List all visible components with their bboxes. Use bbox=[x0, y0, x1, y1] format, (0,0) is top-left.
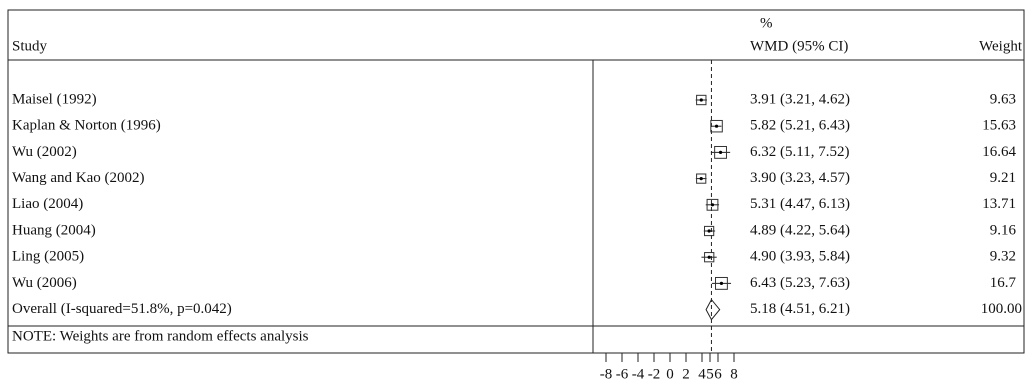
weight-box bbox=[704, 225, 715, 237]
overall-diamond bbox=[705, 298, 721, 321]
overall-name: Overall (I-squared=51.8%, p=0.042) bbox=[12, 301, 232, 317]
weight-box bbox=[696, 94, 707, 106]
weight-label: 9.32 bbox=[990, 249, 1016, 265]
study-name: Wang and Kao (2002) bbox=[12, 170, 145, 186]
x-tick-label: -2 bbox=[648, 366, 661, 382]
point-estimate bbox=[714, 124, 719, 128]
weight-label: 13.71 bbox=[982, 196, 1016, 212]
ci-label: 4.89 (4.22, 5.64) bbox=[750, 222, 850, 238]
point-estimate bbox=[707, 255, 711, 259]
study-name: Wu (2002) bbox=[12, 144, 77, 160]
weight-box bbox=[696, 173, 707, 184]
point-estimate bbox=[707, 229, 711, 233]
weight-label: 9.21 bbox=[990, 170, 1016, 186]
x-tick-label: 8 bbox=[730, 366, 738, 382]
ci-label: 5.31 (4.47, 6.13) bbox=[750, 196, 850, 212]
x-tick-label: -8 bbox=[600, 366, 613, 382]
x-tick-label: 4 bbox=[698, 366, 706, 382]
ci-label: 5.82 (5.21, 6.43) bbox=[750, 118, 850, 134]
weight-label: 16.64 bbox=[982, 144, 1016, 160]
ci-label: 6.32 (5.11, 7.52) bbox=[750, 144, 849, 160]
weight-label: 15.63 bbox=[982, 118, 1016, 134]
study-name: Wu (2006) bbox=[12, 275, 77, 291]
point-estimate bbox=[718, 150, 723, 154]
frame bbox=[7, 9, 1025, 354]
study-name: Ling (2005) bbox=[12, 249, 84, 265]
ci-label: 3.90 (3.23, 4.57) bbox=[750, 170, 850, 186]
note: NOTE: Weights are from random effects an… bbox=[12, 328, 309, 344]
header-weight: Weight bbox=[979, 38, 1023, 54]
weight-box bbox=[714, 145, 727, 159]
header-percent: % bbox=[760, 15, 773, 31]
x-tick-label: 6 bbox=[714, 366, 722, 382]
point-estimate bbox=[699, 98, 703, 102]
study-name: Maisel (1992) bbox=[12, 91, 97, 107]
weight-label: 16.7 bbox=[990, 275, 1017, 291]
study-name: Liao (2004) bbox=[12, 196, 83, 212]
ci-label: 3.91 (3.21, 4.62) bbox=[750, 91, 850, 107]
x-tick-label: -6 bbox=[616, 366, 629, 382]
header-study: Study bbox=[12, 38, 48, 54]
weight-box bbox=[704, 252, 715, 263]
weight-label: 100.00 bbox=[981, 301, 1022, 317]
x-tick-label: 5 bbox=[706, 366, 714, 382]
weight-label: 9.63 bbox=[990, 91, 1016, 107]
study-name: Kaplan & Norton (1996) bbox=[12, 118, 161, 134]
x-tick-label: 2 bbox=[682, 366, 690, 382]
x-tick-label: -4 bbox=[632, 366, 645, 382]
weight-box bbox=[706, 198, 719, 211]
ci-label: 6.43 (5.23, 7.63) bbox=[750, 275, 850, 291]
weight-box bbox=[715, 276, 728, 290]
point-estimate bbox=[699, 177, 703, 181]
study-name: Huang (2004) bbox=[12, 222, 96, 238]
x-tick-label: 0 bbox=[666, 366, 674, 382]
point-estimate bbox=[710, 203, 715, 207]
weight-label: 9.16 bbox=[990, 222, 1017, 238]
point-estimate bbox=[719, 281, 724, 285]
weight-box bbox=[710, 119, 723, 133]
ci-label: 5.18 (4.51, 6.21) bbox=[750, 301, 850, 317]
ci-label: 4.90 (3.93, 5.84) bbox=[750, 249, 850, 265]
header-effect: WMD (95% CI) bbox=[750, 38, 848, 54]
